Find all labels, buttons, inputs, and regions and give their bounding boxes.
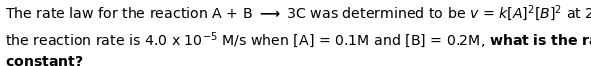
Text: The rate law for the reaction A + B $\bf{\longrightarrow}$ 3C was determined to : The rate law for the reaction A + B $\bf… — [5, 3, 591, 66]
